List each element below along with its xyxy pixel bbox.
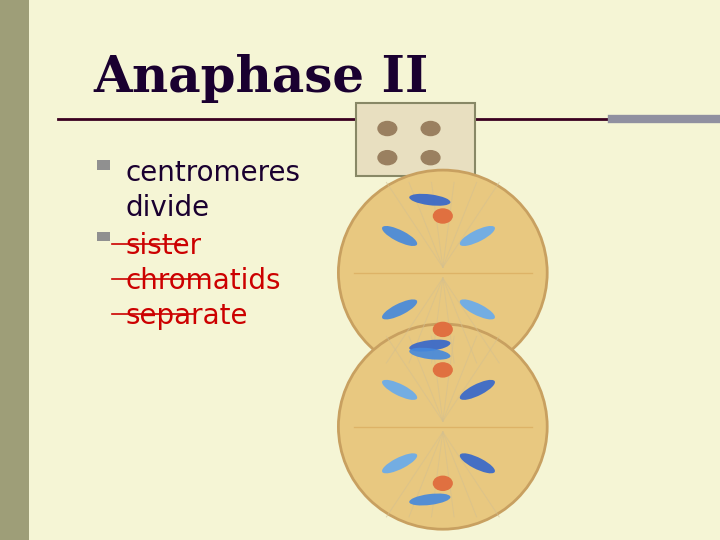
Circle shape [433,363,452,377]
FancyBboxPatch shape [356,103,475,176]
Circle shape [433,476,452,490]
Circle shape [433,322,452,336]
Ellipse shape [382,453,417,474]
FancyBboxPatch shape [97,232,110,241]
Circle shape [378,151,397,165]
Ellipse shape [460,380,495,400]
Text: centromeres: centromeres [126,159,301,187]
Ellipse shape [409,348,451,360]
Text: separate: separate [126,302,248,330]
Text: sister: sister [126,232,202,260]
FancyBboxPatch shape [0,0,29,540]
Ellipse shape [460,226,495,246]
FancyBboxPatch shape [97,160,110,170]
Text: divide: divide [126,194,210,222]
Ellipse shape [460,299,495,320]
Ellipse shape [409,340,451,352]
Ellipse shape [409,194,451,206]
Ellipse shape [382,299,417,320]
Ellipse shape [409,494,451,505]
Circle shape [421,151,440,165]
Ellipse shape [382,226,417,246]
Text: chromatids: chromatids [126,267,282,295]
Ellipse shape [338,324,547,529]
Ellipse shape [460,453,495,474]
Circle shape [378,122,397,136]
Circle shape [433,209,452,223]
Ellipse shape [338,170,547,375]
Ellipse shape [382,380,417,400]
Text: Anaphase II: Anaphase II [94,54,429,103]
Circle shape [421,122,440,136]
